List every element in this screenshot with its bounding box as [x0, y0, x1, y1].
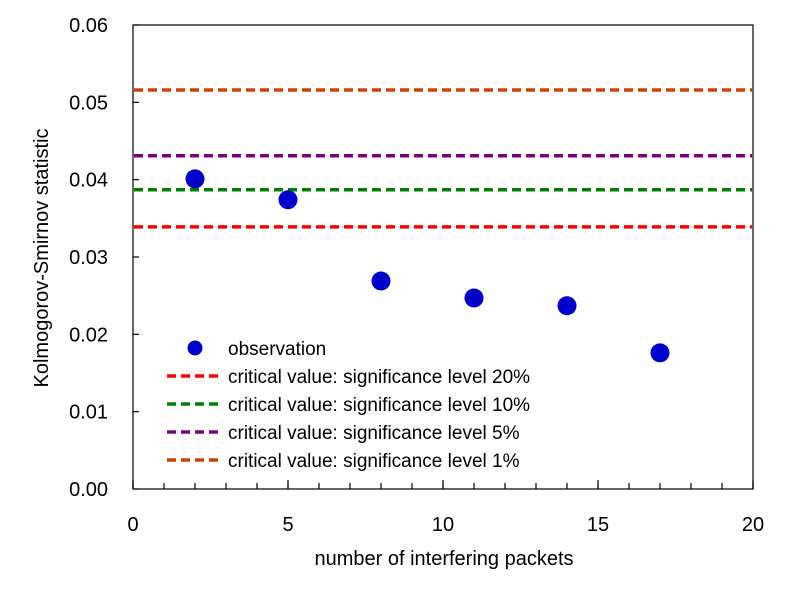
- plot-layer: [134, 88, 752, 363]
- data-point-0: [185, 169, 205, 189]
- y-tick-label-4: 0.04: [69, 170, 108, 192]
- y-tick-label-2: 0.02: [69, 324, 108, 346]
- x-tick-label-4: 20: [742, 514, 764, 536]
- legend-marker-observation: [187, 340, 203, 356]
- legend-label-0: observation: [228, 339, 326, 360]
- y-axis-title: Kolmogorov-Smirnov statistic: [31, 129, 53, 388]
- data-point-5: [650, 343, 670, 363]
- plot-frame: [132, 24, 754, 490]
- x-axis-title: number of interfering packets: [314, 548, 573, 570]
- x-tick-label-1: 5: [282, 514, 293, 536]
- data-point-3: [464, 288, 484, 308]
- y-tick-label-5: 0.05: [69, 92, 108, 114]
- y-tick-label-0: 0.00: [69, 479, 108, 501]
- legend-label-4: critical value: significance level 1%: [228, 451, 520, 472]
- x-tick-label-3: 15: [587, 514, 609, 536]
- x-tick-label-0: 0: [127, 514, 138, 536]
- axis-layer: 0.00 0.01 0.02 0.03 0.04 0.05 0.06 0 5 10 15 20: [69, 15, 764, 536]
- legend-label-2: critical value: significance level 10%: [228, 395, 530, 416]
- x-tick-label-2: 10: [432, 514, 454, 536]
- data-point-1: [278, 190, 298, 210]
- y-tick-label-3: 0.03: [69, 247, 108, 269]
- data-point-2: [371, 271, 391, 291]
- y-tick-label-1: 0.01: [69, 402, 108, 424]
- legend-label-1: critical value: significance level 20%: [228, 367, 530, 388]
- legend-label-3: critical value: significance level 5%: [228, 423, 520, 444]
- data-point-4: [557, 296, 577, 316]
- legend: observation critical value: significance …: [167, 339, 530, 472]
- y-tick-label-6: 0.06: [69, 15, 108, 37]
